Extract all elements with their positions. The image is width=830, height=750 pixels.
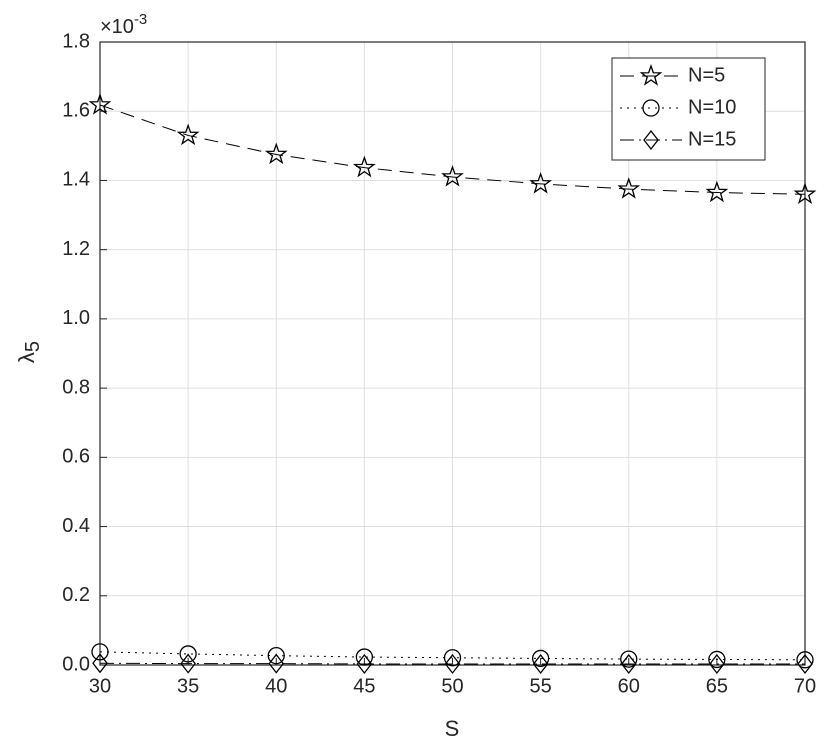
- y-tick-label: 0.2: [62, 584, 90, 606]
- x-tick-label: 50: [441, 675, 463, 697]
- x-tick-label: 40: [265, 675, 287, 697]
- y-exponent-base: ×10: [100, 16, 134, 38]
- legend-marker: [639, 64, 663, 86]
- marker: [708, 650, 726, 669]
- y-exponent: ×10-3: [100, 11, 147, 38]
- y-tick-label: 1.4: [62, 169, 90, 191]
- x-tick-label: 60: [618, 675, 640, 697]
- marker: [180, 653, 196, 674]
- marker: [176, 123, 200, 146]
- marker: [355, 648, 374, 666]
- legend-box: [611, 57, 766, 161]
- y-tick-label: 0.8: [62, 376, 90, 398]
- x-tick-label: 55: [530, 675, 552, 697]
- x-tick-label: 30: [89, 675, 111, 697]
- legend-label: N=15: [688, 128, 736, 150]
- marker: [529, 171, 553, 194]
- marker: [92, 653, 108, 674]
- marker: [352, 155, 376, 178]
- marker: [441, 164, 464, 187]
- legend-marker: [643, 129, 659, 151]
- series-line: [99, 104, 806, 195]
- marker: [268, 653, 285, 674]
- marker: [793, 182, 817, 204]
- marker: [531, 649, 550, 668]
- marker: [709, 653, 725, 675]
- y-label-symbol: λ: [14, 352, 39, 363]
- axes-box: [99, 41, 806, 666]
- x-tick-label: 35: [177, 675, 199, 697]
- marker: [443, 649, 462, 667]
- marker: [91, 643, 109, 661]
- y-exponent-power: -3: [134, 11, 147, 28]
- marker: [797, 653, 813, 675]
- y-tick-label: 1.8: [62, 30, 90, 52]
- marker: [620, 650, 638, 668]
- x-tick-label: 70: [794, 675, 816, 697]
- legend-marker: [642, 99, 660, 117]
- x-tick-label: 45: [353, 675, 375, 697]
- marker: [264, 142, 288, 165]
- y-tick-label: 1.6: [62, 100, 90, 122]
- y-tick-label: 0.6: [62, 446, 90, 468]
- legend: N=5 N=10 N=15: [611, 57, 766, 161]
- marker: [620, 653, 637, 675]
- y-tick-label: 1.0: [62, 307, 90, 329]
- marker: [532, 653, 549, 675]
- y-axis-label: λ5: [14, 341, 44, 363]
- x-tick-label: 65: [706, 675, 728, 697]
- legend-label: N=5: [688, 64, 725, 86]
- y-label-subscript: 5: [22, 341, 44, 352]
- x-axis-label: S: [445, 716, 460, 741]
- marker: [356, 653, 373, 675]
- marker: [179, 645, 197, 663]
- series-line: [99, 662, 805, 665]
- marker: [444, 653, 461, 675]
- marker: [88, 93, 112, 115]
- y-tick-label: 1.2: [62, 238, 90, 260]
- marker: [617, 177, 641, 199]
- legend-label: N=10: [688, 96, 736, 118]
- y-tick-label: 0.4: [62, 515, 90, 537]
- marker: [705, 180, 729, 203]
- y-tick-label: 0.0: [62, 653, 90, 675]
- marker: [796, 651, 814, 669]
